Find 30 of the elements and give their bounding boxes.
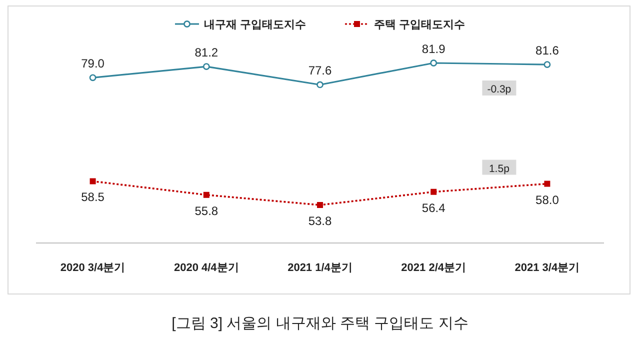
- data-label: 81.6: [536, 44, 560, 58]
- data-label: 77.6: [308, 64, 332, 78]
- data-label: 56.4: [422, 200, 446, 215]
- point: [430, 60, 438, 66]
- x-tick-label: 2021 3/4분기: [514, 262, 580, 274]
- annotation: -0.3p: [487, 84, 512, 96]
- x-tick-label: 2021 2/4분기: [401, 262, 466, 274]
- x-tick-label: 2020 3/4분기: [60, 262, 126, 274]
- point: [317, 202, 323, 208]
- point: [203, 192, 210, 198]
- legend-label: 주택 구입태도지수: [374, 19, 466, 31]
- data-label: 81.9: [422, 42, 446, 56]
- x-tick-label: 2021 1/4분기: [288, 262, 352, 274]
- point: [430, 188, 437, 195]
- data-label: 58.5: [81, 190, 105, 204]
- data-label: 58.0: [536, 192, 560, 207]
- point: [544, 61, 551, 68]
- data-label: 81.2: [194, 46, 218, 60]
- point: [316, 81, 324, 88]
- data-label: 55.8: [194, 204, 218, 218]
- x-tick-label: 2020 4/4분기: [174, 262, 239, 274]
- data-label: 79.0: [81, 56, 105, 71]
- annotation: 1.5p: [488, 162, 510, 175]
- legend-label: 내구재 구입태도지수: [204, 19, 306, 31]
- point: [202, 63, 210, 70]
- point: [544, 180, 550, 187]
- point: [89, 74, 96, 82]
- text: [그림 3] 서울의 내구재와 주택 구입태도 지수: [172, 315, 468, 332]
- point: [90, 178, 96, 184]
- data-label: 53.8: [308, 214, 332, 228]
